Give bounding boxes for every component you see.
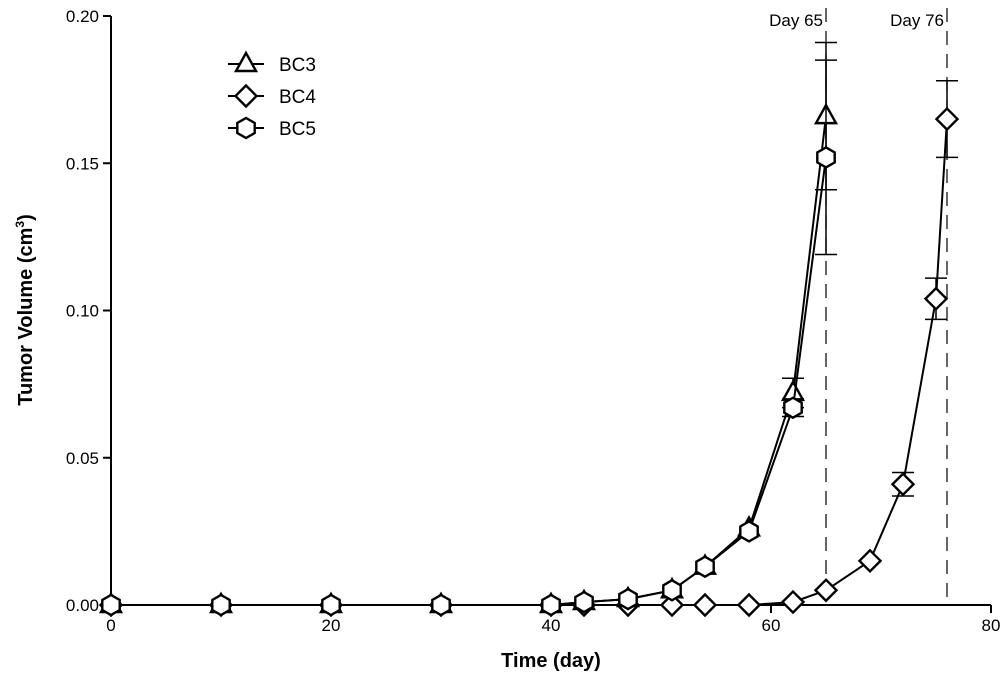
data-point bbox=[857, 548, 883, 574]
y-tick-label: 0.20 bbox=[66, 7, 99, 26]
y-tick-label: 0.10 bbox=[66, 302, 99, 321]
data-point bbox=[695, 555, 715, 579]
y-axis-title-close: ) bbox=[15, 214, 37, 221]
legend-item: BC4 bbox=[228, 83, 316, 109]
ticks: 0 20 40 60 80 0.00 0.05 0.10 0.15 0.20 bbox=[66, 7, 1001, 635]
y-axis-title-main: Tumor Volume (cm bbox=[15, 228, 37, 406]
y-axis-title-superscript: 3 bbox=[13, 221, 27, 228]
x-tick-label: 80 bbox=[982, 616, 1001, 635]
data-point bbox=[783, 396, 803, 420]
data-point bbox=[101, 593, 121, 617]
data-point bbox=[211, 593, 231, 617]
data-point bbox=[541, 593, 561, 617]
x-tick-label: 0 bbox=[106, 616, 115, 635]
series-line bbox=[111, 157, 827, 606]
y-tick-label: 0.15 bbox=[66, 154, 99, 173]
data-point bbox=[659, 592, 685, 618]
x-axis-title: Time (day) bbox=[501, 650, 601, 672]
data-point bbox=[662, 578, 682, 602]
x-tick-label: 60 bbox=[762, 616, 781, 635]
legend-label: BC5 bbox=[279, 119, 316, 140]
legend-item: BC5 bbox=[228, 116, 316, 140]
data-point bbox=[923, 286, 949, 311]
annotation-label: Day 65 bbox=[769, 11, 823, 30]
legend-marker bbox=[233, 50, 259, 73]
data-point bbox=[934, 106, 960, 132]
legend-item: BC3 bbox=[228, 50, 316, 76]
y-tick-label: 0.05 bbox=[66, 449, 99, 468]
y-tick-label: 0.00 bbox=[66, 596, 99, 615]
data-point bbox=[574, 590, 594, 614]
x-tick-label: 20 bbox=[322, 616, 341, 635]
data-point bbox=[890, 472, 916, 497]
legend-label: BC4 bbox=[279, 87, 316, 108]
data-point bbox=[816, 146, 836, 169]
data-point bbox=[736, 592, 762, 618]
series-layer bbox=[98, 41, 960, 618]
data-point bbox=[813, 578, 839, 603]
legend-marker bbox=[236, 116, 256, 140]
series-BC5 bbox=[101, 59, 837, 617]
legend: BC3 BC4 BC5 bbox=[228, 50, 316, 140]
data-point bbox=[321, 593, 341, 617]
series-BC3 bbox=[98, 41, 839, 614]
series-line bbox=[111, 115, 827, 606]
x-tick-label: 40 bbox=[542, 616, 561, 635]
data-point bbox=[739, 520, 759, 543]
annotation-label: Day 76 bbox=[890, 11, 944, 30]
legend-label: BC3 bbox=[279, 55, 316, 76]
data-point bbox=[780, 589, 806, 615]
annotation-layer: Day 65 Day 76 bbox=[769, 8, 948, 605]
data-point bbox=[431, 593, 451, 617]
legend-marker bbox=[233, 83, 259, 109]
data-point bbox=[692, 592, 718, 618]
data-point bbox=[618, 587, 638, 611]
y-axis-title: Tumor Volume (cm3) bbox=[13, 214, 37, 406]
